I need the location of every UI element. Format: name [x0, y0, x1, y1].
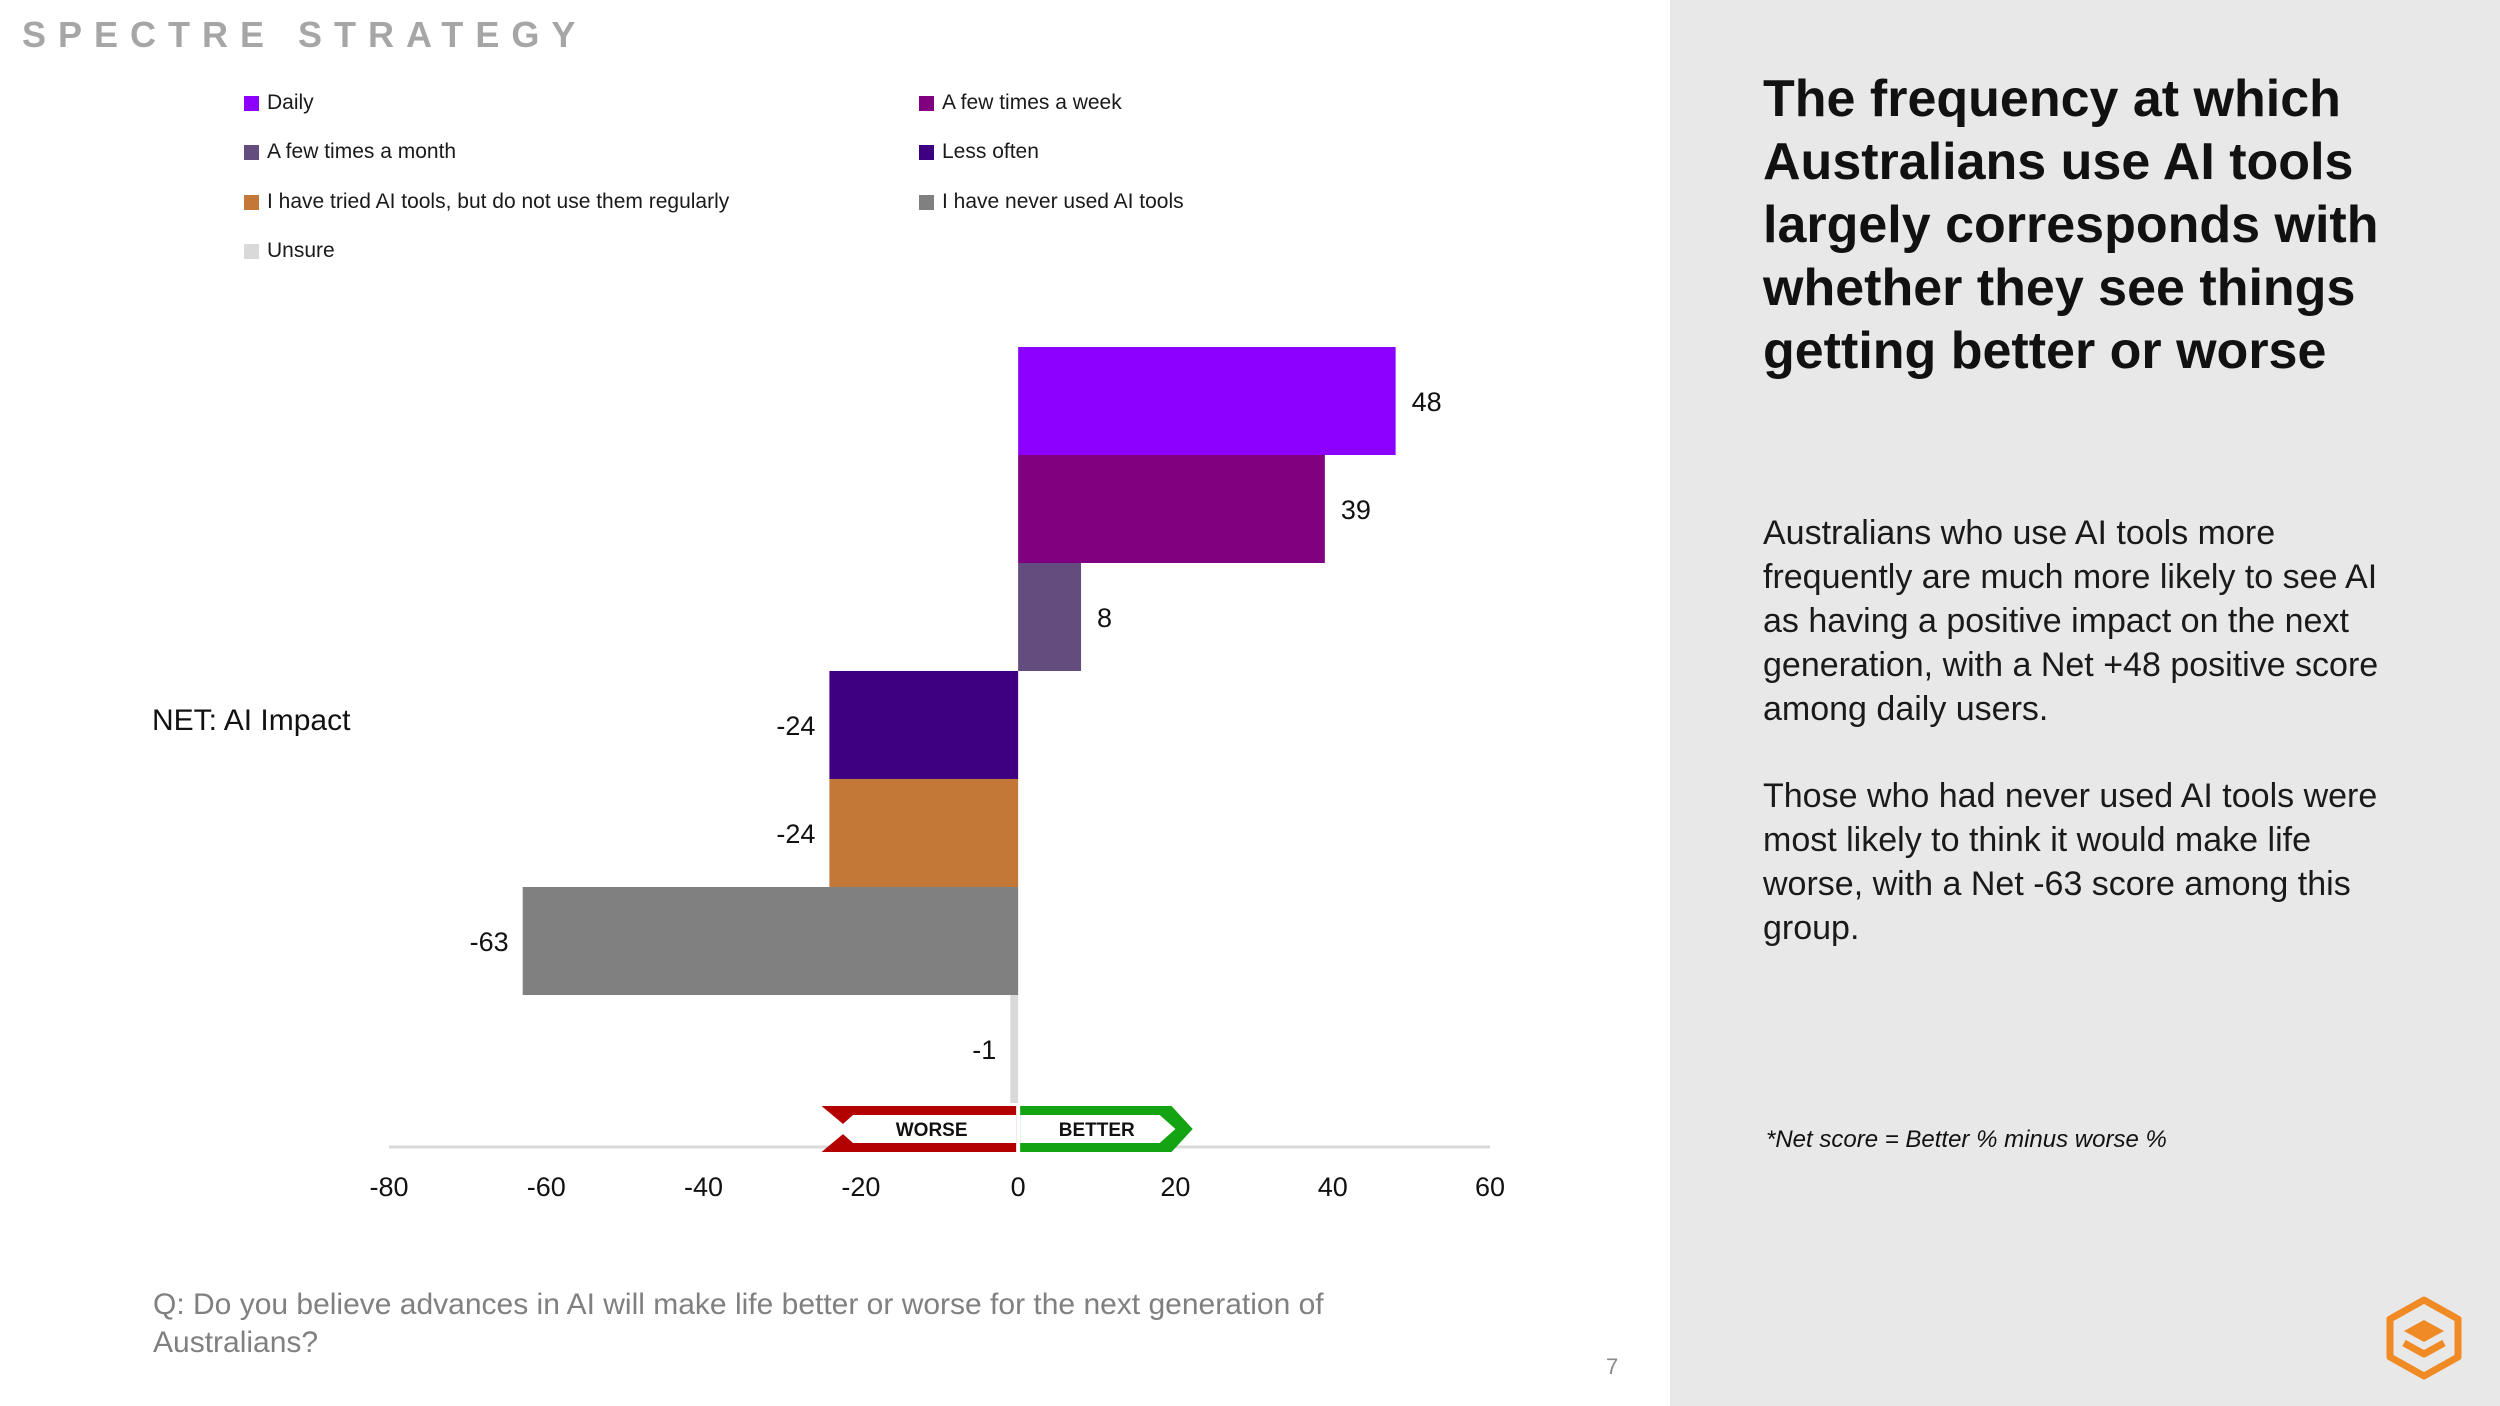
- data-label-3: -24: [776, 711, 815, 741]
- legend-swatch: [244, 243, 259, 259]
- legend-item: I have tried AI tools, but do not use th…: [244, 190, 729, 214]
- summary-paragraph-2: Those who had never used AI tools were m…: [1763, 777, 2378, 947]
- x-tick-label-5: 20: [1160, 1172, 1190, 1202]
- legend-swatch: [919, 144, 934, 160]
- data-label-5: -63: [470, 927, 509, 957]
- data-label-4: -24: [776, 819, 815, 849]
- legend-label: Daily: [267, 91, 314, 114]
- spectre-logo-icon: [2386, 1296, 2462, 1380]
- bar-2: [1018, 563, 1082, 671]
- bar-4: [829, 779, 1019, 887]
- legend-item: Less often: [919, 140, 1039, 164]
- x-tick-label-6: 40: [1318, 1172, 1348, 1202]
- legend-label: A few times a month: [267, 140, 457, 163]
- legend-swatch: [244, 194, 259, 210]
- better-arrow-inner: [1020, 1115, 1176, 1143]
- legend-item: Unsure: [244, 239, 335, 263]
- legend-item: Daily: [244, 91, 314, 115]
- legend-item: A few times a month: [244, 140, 456, 164]
- survey-question: Q: Do you believe advances in AI will ma…: [153, 1288, 1324, 1359]
- data-label-1: 39: [1341, 495, 1371, 525]
- data-label-2: 8: [1097, 603, 1112, 633]
- x-tick-label-7: 60: [1475, 1172, 1505, 1202]
- x-tick-label-3: -20: [841, 1172, 880, 1202]
- chart-legend: Daily A few times a week A few times a mon…: [0, 0, 1670, 280]
- legend-swatch: [919, 194, 934, 210]
- legend-item: I have never used AI tools: [919, 190, 1184, 214]
- net-impact-chart: 48 39 8 -24 -24 -63 -1 -80 -60 -40 -20 0 20 40 60 WORSE…: [369, 347, 1505, 1202]
- legend-swatch: [919, 95, 934, 111]
- x-tick-label-4: 0: [1011, 1172, 1026, 1202]
- brand-title: SPECTRE STRATEGY: [22, 14, 588, 55]
- x-tick-label-1: -60: [527, 1172, 566, 1202]
- bar-1: [1018, 455, 1325, 563]
- summary-paragraph-1: Australians who use AI tools more freque…: [1763, 514, 2379, 728]
- bar-5: [522, 887, 1019, 995]
- legend-label: Unsure: [267, 239, 335, 262]
- data-label-0: 48: [1412, 387, 1442, 417]
- legend-item: A few times a week: [919, 91, 1122, 115]
- data-label-6: -1: [972, 1035, 996, 1065]
- category-label: NET: AI Impact: [152, 704, 351, 737]
- legend-label: I have tried AI tools, but do not use th…: [267, 190, 730, 213]
- headline: The frequency at which Australians use A…: [1763, 70, 2379, 380]
- indicator-divider: [1016, 1106, 1021, 1152]
- x-tick-label-0: -80: [369, 1172, 408, 1202]
- legend-swatch: [244, 95, 259, 111]
- net-score-footnote: *Net score = Better % minus worse %: [1766, 1126, 2167, 1153]
- worse-label: WORSE: [896, 1120, 968, 1141]
- better-label: BETTER: [1059, 1120, 1135, 1141]
- x-tick-label-2: -40: [684, 1172, 723, 1202]
- summary-panel: The frequency at which Australians use A…: [1670, 0, 2500, 1406]
- bar-6: [1010, 995, 1019, 1103]
- bar-0: [1018, 347, 1396, 455]
- legend-label: A few times a week: [942, 91, 1122, 114]
- page-number: 7: [1606, 1354, 1619, 1379]
- bar-3: [829, 671, 1019, 779]
- legend-label: I have never used AI tools: [942, 190, 1184, 213]
- legend-label: Less often: [942, 140, 1039, 163]
- worse-arrow-inner: [837, 1115, 1017, 1143]
- legend-swatch: [244, 144, 259, 160]
